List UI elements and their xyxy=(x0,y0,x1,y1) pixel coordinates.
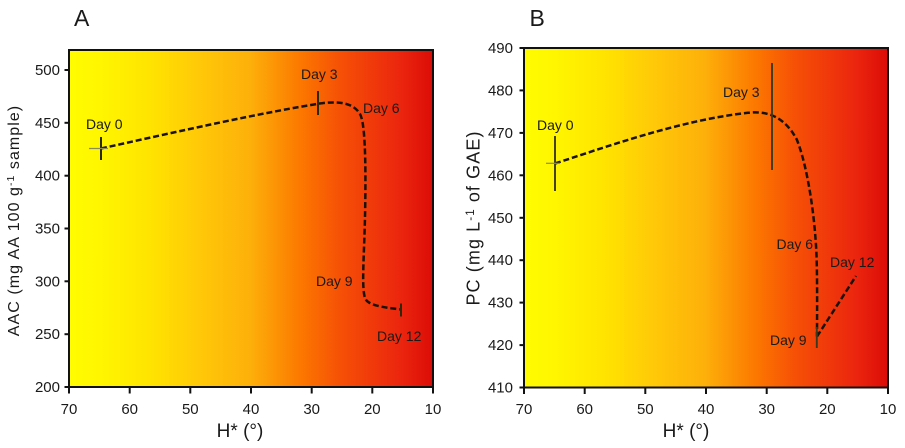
svg-text:30: 30 xyxy=(303,401,320,418)
svg-text:Day 3: Day 3 xyxy=(723,84,760,100)
svg-text:Day 12: Day 12 xyxy=(377,328,422,344)
svg-text:A: A xyxy=(74,5,90,31)
svg-text:70: 70 xyxy=(61,401,78,418)
svg-text:Day 3: Day 3 xyxy=(301,66,338,82)
svg-text:AAC (mg AA 100 g-1 sample): AAC (mg AA 100 g-1 sample) xyxy=(5,105,23,336)
svg-text:200: 200 xyxy=(35,379,60,396)
svg-text:20: 20 xyxy=(819,401,836,418)
svg-text:30: 30 xyxy=(758,401,775,418)
svg-text:480: 480 xyxy=(488,82,513,99)
svg-text:Day 12: Day 12 xyxy=(830,254,875,270)
svg-text:440: 440 xyxy=(488,252,513,269)
svg-text:500: 500 xyxy=(35,62,60,79)
svg-text:40: 40 xyxy=(243,401,260,418)
svg-text:Day 0: Day 0 xyxy=(537,117,574,133)
svg-text:H* (°): H* (°) xyxy=(217,421,264,442)
svg-text:Day 9: Day 9 xyxy=(770,332,807,348)
svg-text:40: 40 xyxy=(698,401,715,418)
svg-text:450: 450 xyxy=(488,210,513,227)
svg-text:490: 490 xyxy=(488,40,513,57)
svg-text:300: 300 xyxy=(35,273,60,290)
svg-text:410: 410 xyxy=(488,380,513,397)
svg-text:70: 70 xyxy=(516,401,533,418)
svg-text:420: 420 xyxy=(488,337,513,354)
svg-text:10: 10 xyxy=(425,401,442,418)
svg-text:350: 350 xyxy=(35,221,60,238)
svg-text:H* (°): H* (°) xyxy=(663,421,710,442)
svg-text:60: 60 xyxy=(576,401,593,418)
svg-text:470: 470 xyxy=(488,125,513,142)
svg-text:450: 450 xyxy=(35,115,60,132)
svg-text:460: 460 xyxy=(488,167,513,184)
svg-text:Day 9: Day 9 xyxy=(316,273,353,289)
svg-text:50: 50 xyxy=(182,401,199,418)
svg-text:10: 10 xyxy=(880,401,897,418)
svg-text:Day 0: Day 0 xyxy=(86,116,123,132)
svg-text:430: 430 xyxy=(488,295,513,312)
svg-text:20: 20 xyxy=(364,401,381,418)
svg-text:PC (mg L-1 of GAE): PC (mg L-1 of GAE) xyxy=(464,130,484,305)
svg-text:50: 50 xyxy=(637,401,654,418)
svg-text:Day 6: Day 6 xyxy=(363,100,400,116)
svg-text:400: 400 xyxy=(35,168,60,185)
svg-text:250: 250 xyxy=(35,326,60,343)
svg-text:60: 60 xyxy=(121,401,138,418)
svg-text:Day 6: Day 6 xyxy=(777,236,814,252)
svg-text:B: B xyxy=(530,5,545,31)
